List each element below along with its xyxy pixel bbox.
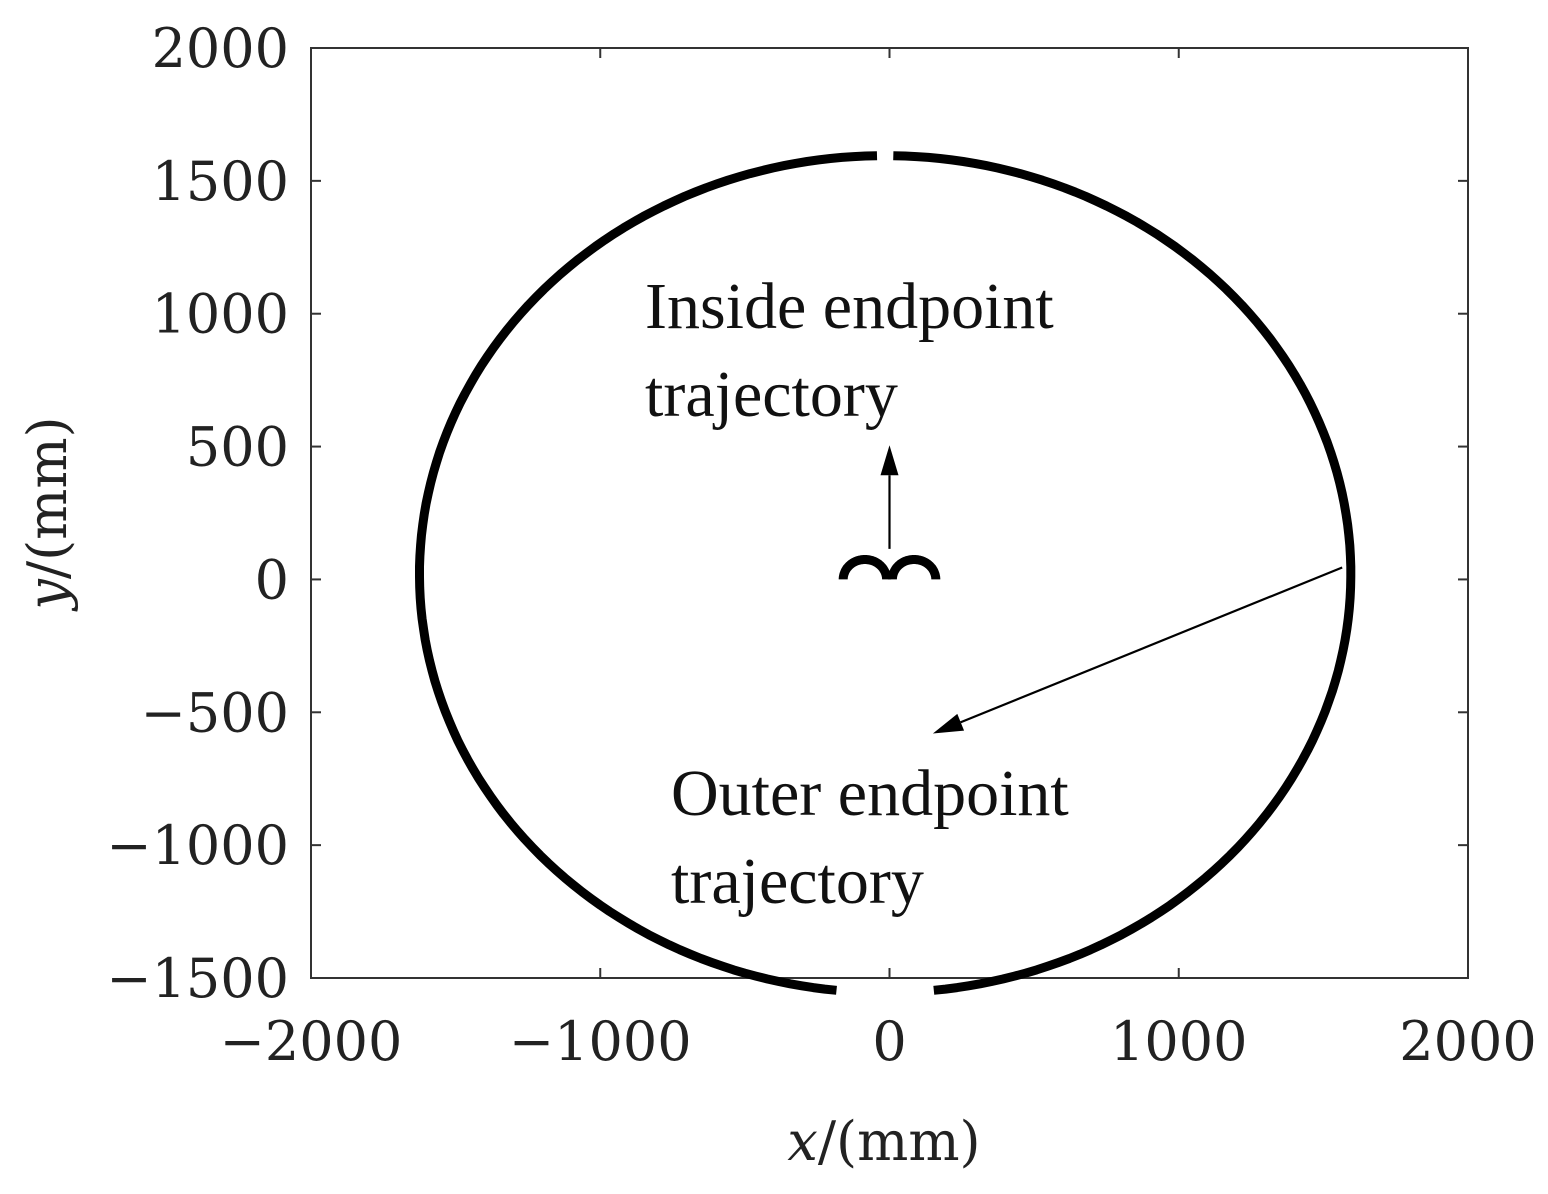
y-tick-label: −500 bbox=[141, 681, 289, 744]
y-tick-label: −1000 bbox=[106, 814, 289, 877]
y-axis-variable: y bbox=[16, 578, 79, 612]
outer-annotation-line-1: Outer endpoint bbox=[671, 757, 1069, 830]
x-axis-variable: x bbox=[787, 1110, 817, 1173]
y-tick-label: 0 bbox=[255, 548, 289, 611]
inside-arrow-head bbox=[880, 445, 899, 476]
y-tick-label: 1000 bbox=[152, 283, 289, 346]
trajectory-curves bbox=[415, 151, 1356, 995]
outer-arrow-head bbox=[932, 713, 965, 734]
outer-trajectory-arc-2 bbox=[893, 151, 1356, 995]
inner-trajectory-arc-1 bbox=[838, 555, 892, 584]
y-tick-label: 500 bbox=[186, 416, 289, 479]
x-tick-label: 2000 bbox=[1399, 1010, 1536, 1073]
x-axis-label: x/(mm) bbox=[787, 1110, 980, 1173]
x-tick-label: −2000 bbox=[220, 1010, 403, 1073]
outer-arrow-shaft bbox=[960, 566, 1343, 724]
y-tick-label: 1500 bbox=[152, 150, 289, 213]
inner-trajectory-arc-2 bbox=[887, 555, 941, 584]
x-tick-labels: −2000 −1000 0 1000 2000 bbox=[220, 1010, 1537, 1073]
x-tick-label: 1000 bbox=[1110, 1010, 1247, 1073]
annotations: Inside endpoint trajectory Outer endpoint t… bbox=[645, 270, 1343, 918]
y-tick-label: −1500 bbox=[106, 947, 289, 1010]
y-axis-unit: /(mm) bbox=[16, 416, 79, 579]
y-axis-label: y/(mm) bbox=[16, 416, 79, 611]
y-tick-labels: −1500 −1000 −500 0 500 1000 1500 2000 bbox=[106, 17, 289, 1010]
y-tick-label: 2000 bbox=[152, 17, 289, 80]
inside-annotation-line-2: trajectory bbox=[645, 358, 898, 431]
outer-annotation-line-2: trajectory bbox=[671, 845, 924, 918]
outer-trajectory-arc-1 bbox=[415, 151, 878, 995]
inside-annotation-line-1: Inside endpoint bbox=[645, 270, 1054, 343]
x-axis-unit: /(mm) bbox=[818, 1110, 981, 1173]
x-tick-label: 0 bbox=[872, 1010, 906, 1073]
axis-ticks bbox=[310, 47, 1469, 979]
x-tick-label: −1000 bbox=[509, 1010, 692, 1073]
